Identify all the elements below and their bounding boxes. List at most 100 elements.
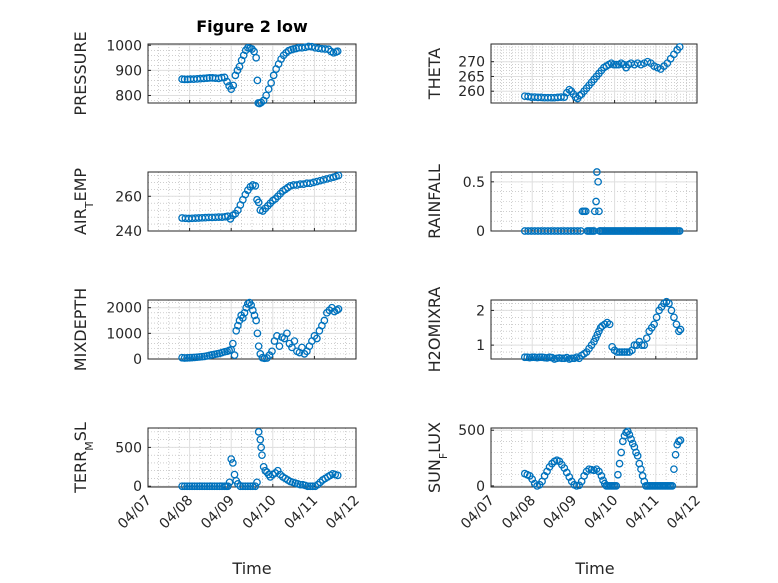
data-point bbox=[637, 341, 646, 349]
data-point bbox=[262, 91, 270, 100]
data-point bbox=[671, 450, 680, 459]
data-point bbox=[627, 435, 635, 443]
x-tick-label: 04/08 bbox=[157, 493, 197, 533]
data-point bbox=[597, 472, 606, 480]
data-point bbox=[195, 353, 204, 361]
data-point bbox=[264, 85, 273, 94]
x-tick-label: 04/11 bbox=[281, 493, 321, 533]
y-axis-label: SUNFLUX bbox=[425, 422, 450, 493]
y-axis-label: MIXDEPTH bbox=[71, 288, 90, 371]
data-point bbox=[313, 334, 321, 343]
data-point bbox=[248, 482, 257, 491]
data-point bbox=[185, 353, 194, 362]
data-point bbox=[253, 76, 262, 85]
data-point bbox=[253, 329, 262, 338]
data-point bbox=[252, 53, 261, 62]
data-point bbox=[618, 348, 626, 356]
data-point bbox=[288, 343, 296, 352]
y-tick-label: 270 bbox=[458, 55, 485, 71]
data-point bbox=[258, 451, 266, 460]
data-point bbox=[239, 482, 247, 491]
data-point bbox=[236, 482, 245, 491]
data-point bbox=[558, 354, 566, 363]
axes-frame bbox=[147, 171, 357, 232]
x-tick-label: 04/10 bbox=[240, 493, 280, 533]
y-tick-label: 1000 bbox=[106, 326, 142, 342]
data-point bbox=[650, 320, 659, 329]
y-axis-label: H2OMIXRA bbox=[425, 287, 444, 373]
data-point bbox=[565, 85, 574, 94]
data-point bbox=[230, 351, 239, 359]
data-point bbox=[306, 482, 315, 491]
axes-frame bbox=[490, 299, 698, 360]
y-axis-label: TERRMSL bbox=[71, 422, 96, 494]
data-point bbox=[334, 305, 343, 313]
data-point bbox=[233, 66, 242, 75]
data-point bbox=[232, 326, 241, 335]
data-point bbox=[617, 448, 626, 457]
data-point bbox=[581, 207, 590, 216]
data-point bbox=[296, 480, 305, 489]
data-point bbox=[213, 482, 221, 491]
x-tick-label: 04/12 bbox=[664, 493, 704, 533]
data-point bbox=[670, 465, 678, 474]
data-point bbox=[675, 327, 683, 336]
data-point bbox=[275, 342, 284, 351]
data-point bbox=[333, 471, 342, 480]
air-temp-axes: 240 260 AIRTEMP bbox=[71, 168, 357, 240]
data-point bbox=[178, 353, 186, 362]
x-axis-label-left: Time bbox=[231, 559, 271, 578]
data-point bbox=[309, 178, 318, 187]
data-point bbox=[180, 354, 189, 362]
data-point bbox=[269, 71, 278, 80]
data-point bbox=[185, 482, 194, 491]
data-point bbox=[208, 482, 216, 491]
data-point bbox=[615, 459, 624, 468]
data-point bbox=[290, 337, 299, 345]
y-tick-label: 0 bbox=[133, 479, 142, 495]
plot-area bbox=[491, 300, 697, 359]
data-point bbox=[630, 341, 639, 349]
data-point bbox=[306, 179, 315, 188]
data-point bbox=[193, 482, 201, 491]
data-point bbox=[303, 482, 312, 491]
data-point bbox=[240, 308, 249, 317]
data-point bbox=[676, 436, 685, 445]
data-point bbox=[672, 320, 681, 329]
data-point bbox=[676, 325, 685, 334]
data-point bbox=[210, 482, 219, 491]
data-point bbox=[223, 77, 231, 86]
data-point bbox=[592, 197, 600, 206]
data-point bbox=[253, 478, 261, 487]
data-point bbox=[256, 350, 265, 358]
data-point bbox=[575, 481, 584, 490]
data-point bbox=[252, 316, 261, 325]
data-point bbox=[254, 198, 263, 207]
data-point bbox=[557, 93, 565, 101]
data-point bbox=[241, 482, 250, 491]
data-point bbox=[675, 437, 683, 446]
data-point bbox=[178, 75, 186, 84]
data-point bbox=[333, 47, 342, 56]
data-point bbox=[571, 93, 580, 101]
data-point bbox=[251, 182, 260, 190]
x-tick-label: 04/09 bbox=[198, 493, 238, 533]
data-point bbox=[178, 482, 186, 491]
axes-frame bbox=[147, 43, 357, 104]
data-point bbox=[227, 85, 236, 94]
data-point bbox=[234, 321, 242, 330]
data-point bbox=[257, 443, 265, 452]
data-point bbox=[612, 482, 621, 490]
data-point bbox=[195, 482, 204, 491]
data-point bbox=[298, 343, 306, 352]
data-point bbox=[668, 482, 677, 490]
y-tick-label: 900 bbox=[115, 63, 142, 79]
y-tick-label: 0 bbox=[476, 479, 485, 495]
data-point bbox=[528, 353, 537, 362]
data-point bbox=[265, 351, 274, 359]
data-point bbox=[665, 299, 673, 308]
y-tick-label: 240 bbox=[115, 224, 142, 240]
y-tick-label: 500 bbox=[115, 440, 142, 456]
data-point bbox=[268, 347, 276, 356]
